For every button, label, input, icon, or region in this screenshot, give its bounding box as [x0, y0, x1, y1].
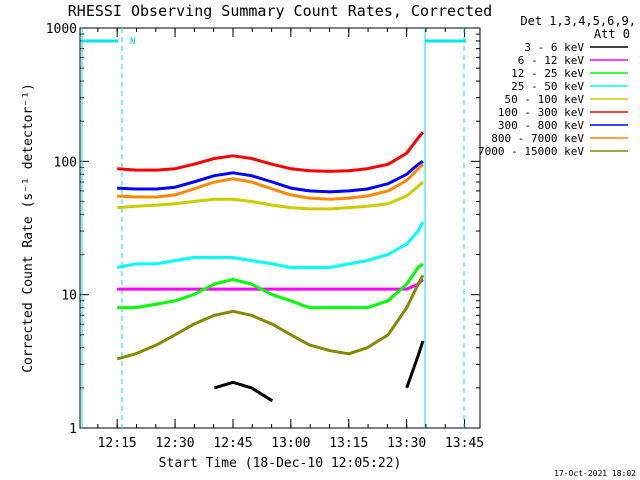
- series-line: [117, 131, 425, 173]
- x-tick-label: 13:00: [271, 436, 310, 451]
- x-tick-label: 12:45: [213, 436, 252, 451]
- series-line: [117, 278, 424, 291]
- x-tick-label: 13:15: [329, 436, 368, 451]
- y-tick-label: 1: [69, 422, 77, 437]
- legend-label: 3 - 6 keV: [524, 41, 584, 54]
- legend-label: 800 - 7000 keV: [491, 132, 584, 145]
- legend-label: 100 - 300 keV: [498, 106, 584, 119]
- series-line: [117, 160, 424, 194]
- series-line: [117, 180, 424, 211]
- flag-label: N: [130, 37, 135, 47]
- legend-header-detectors: Det 1,3,4,5,6,9,: [520, 14, 636, 28]
- legend-label: 6 - 12 keV: [518, 54, 585, 67]
- timestamp: 17-Oct-2021 18:02: [554, 469, 636, 478]
- y-tick-label: 100: [54, 155, 77, 170]
- legend-header-attenuator: Att 0: [594, 27, 630, 41]
- x-tick-label: 13:30: [387, 436, 426, 451]
- legend-label: 12 - 25 keV: [511, 67, 584, 80]
- x-tick-label: 13:45: [445, 436, 484, 451]
- y-tick-label: 10: [61, 289, 77, 304]
- series-line: [117, 163, 424, 201]
- legend-label: 300 - 800 keV: [498, 119, 584, 132]
- legend-label: 25 - 50 keV: [511, 80, 584, 93]
- chart-title: RHESSI Observing Summary Count Rates, Co…: [68, 2, 492, 20]
- plot-frame: [79, 27, 481, 429]
- y-tick-label: 1000: [46, 22, 77, 37]
- series-line: [116, 274, 425, 361]
- series-line: [117, 262, 424, 310]
- x-tick-label: 12:15: [98, 436, 137, 451]
- y-axis-label: Corrected Count Rate (s⁻¹ detector⁻¹): [21, 83, 36, 373]
- series-line: [116, 221, 425, 269]
- series-line: [213, 340, 425, 403]
- legend-label: 50 - 100 keV: [505, 93, 585, 106]
- legend-label: 7000 - 15000 keV: [478, 145, 584, 158]
- x-axis-label: Start Time (18-Dec-10 12:05:22): [159, 456, 402, 471]
- x-tick-label: 12:30: [156, 436, 195, 451]
